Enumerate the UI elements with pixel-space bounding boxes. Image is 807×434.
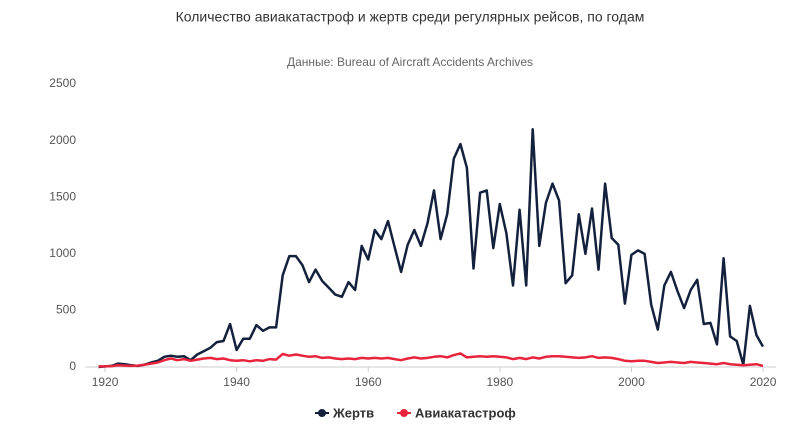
series-line xyxy=(98,352,764,368)
x-tick-label: 2020 xyxy=(750,375,777,389)
x-tick-label: 1980 xyxy=(486,375,513,389)
x-tick-label: 1920 xyxy=(92,375,119,389)
x-tick-label: 1960 xyxy=(355,375,382,389)
y-tick-label: 0 xyxy=(69,359,76,373)
chart-title: Количество авиакатастроф и жертв среди р… xyxy=(176,9,645,25)
y-tick-label: 2000 xyxy=(49,133,76,147)
legend-label: Жертв xyxy=(332,405,374,420)
y-tick-label: 500 xyxy=(56,303,76,317)
series-line xyxy=(98,128,765,369)
x-tick-label: 1940 xyxy=(223,375,250,389)
chart-subtitle: Данные: Bureau of Aircraft Accidents Arc… xyxy=(287,55,533,69)
y-tick-label: 1000 xyxy=(49,246,76,260)
legend-label: Авиакатастроф xyxy=(415,405,516,420)
y-tick-label: 1500 xyxy=(49,189,76,203)
x-tick-label: 2000 xyxy=(618,375,645,389)
y-tick-label: 2500 xyxy=(49,76,76,90)
